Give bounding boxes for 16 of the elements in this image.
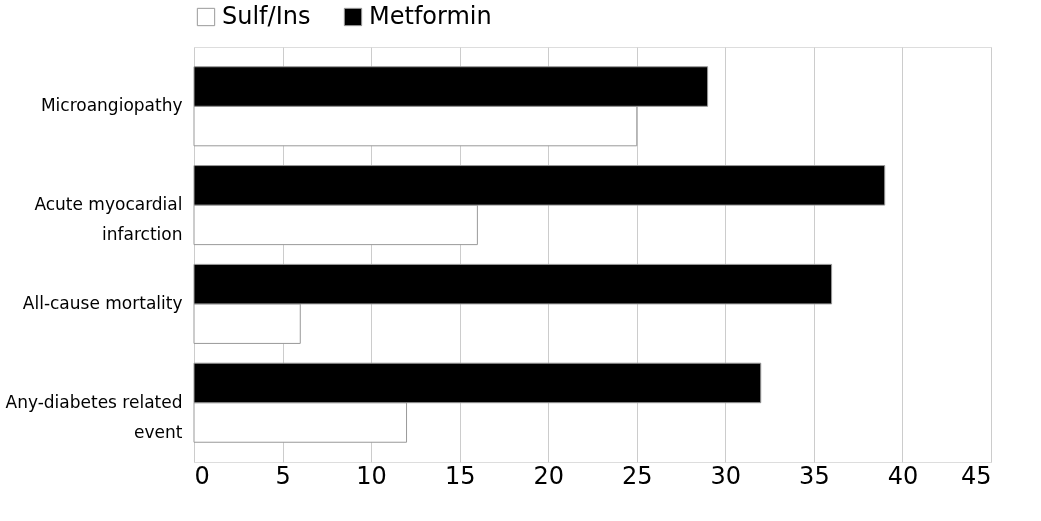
x-tick-label: 5	[275, 461, 291, 490]
legend-label: Sulf/Ins	[222, 2, 311, 30]
x-tick-label: 10	[356, 461, 387, 490]
x-tick-label: 15	[444, 461, 476, 490]
x-tick-label: 0	[194, 461, 210, 490]
y-tick-label: Any-diabetes related event	[5, 391, 183, 442]
x-tick-label: 20	[533, 461, 564, 490]
x-tick-label: 25	[622, 461, 653, 490]
y-tick-label: Acute myocardial infarction	[34, 194, 183, 245]
x-tick-label: 30	[710, 461, 742, 490]
x-tick-label: 45	[960, 461, 992, 490]
y-tick-label: Microangiopathy	[40, 95, 183, 116]
legend-label: Metformin	[369, 2, 492, 30]
x-tick-label: 35	[799, 461, 830, 490]
x-tick-label: 40	[887, 461, 919, 490]
y-tick-label: All-cause mortality	[22, 292, 183, 313]
